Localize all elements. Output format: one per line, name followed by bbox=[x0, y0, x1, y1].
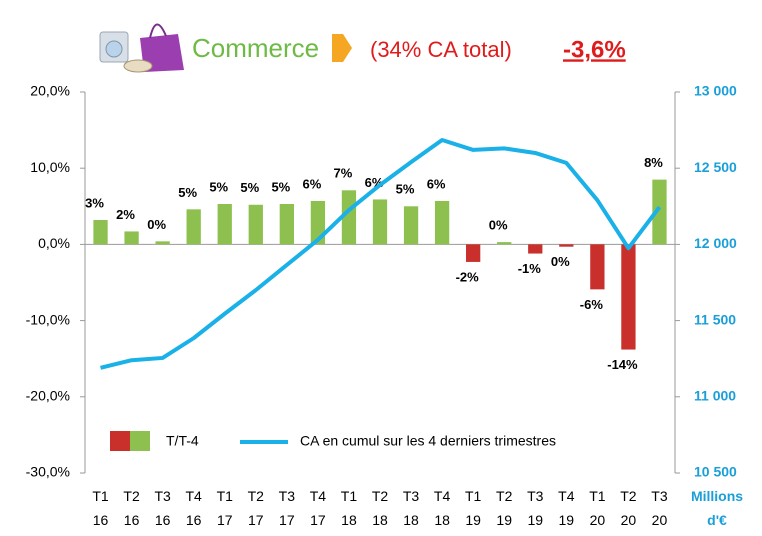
y-tick-label: -30,0% bbox=[26, 464, 70, 480]
bar bbox=[218, 204, 232, 244]
y2-tick-label: 12 000 bbox=[694, 235, 737, 251]
value-label: 8% bbox=[644, 155, 663, 170]
bar bbox=[93, 220, 107, 244]
chart-title: Commerce bbox=[192, 33, 319, 63]
bar bbox=[528, 244, 542, 253]
legend-swatch bbox=[130, 431, 150, 451]
legend-label: CA en cumul sur les 4 derniers trimestre… bbox=[300, 433, 556, 449]
y-tick-label: 10,0% bbox=[30, 159, 70, 175]
value-label: 0% bbox=[147, 217, 166, 232]
value-label: -14% bbox=[607, 357, 638, 372]
bar bbox=[280, 204, 294, 244]
y-tick-label: -20,0% bbox=[26, 388, 70, 404]
bar bbox=[435, 201, 449, 244]
value-label: 5% bbox=[271, 179, 290, 194]
y-tick-label: 0,0% bbox=[38, 235, 70, 251]
icon bbox=[100, 24, 184, 72]
bar bbox=[155, 241, 169, 244]
bar bbox=[404, 206, 418, 244]
value-label: 5% bbox=[178, 185, 197, 200]
y-tick-label: -10,0% bbox=[26, 311, 70, 327]
bar bbox=[187, 209, 201, 244]
bar bbox=[124, 231, 138, 244]
legend-swatch bbox=[110, 431, 130, 451]
y2-tick-label: 12 500 bbox=[694, 159, 737, 175]
y2-tick-label: 13 000 bbox=[694, 83, 737, 99]
bar bbox=[559, 244, 573, 246]
value-label: 6% bbox=[302, 176, 321, 191]
bar bbox=[497, 242, 511, 244]
bar bbox=[466, 244, 480, 262]
value-label: -1% bbox=[518, 261, 542, 276]
legend-label: T/T-4 bbox=[166, 433, 199, 449]
y2-tick-label: 11 000 bbox=[694, 388, 736, 404]
value-label: 0% bbox=[551, 254, 570, 269]
bar bbox=[590, 244, 604, 289]
value-label: 5% bbox=[240, 180, 259, 195]
bar bbox=[621, 244, 635, 349]
y-tick-label: 20,0% bbox=[30, 83, 70, 99]
value-label: 6% bbox=[427, 176, 446, 191]
y2-tick-label: 10 500 bbox=[694, 464, 737, 480]
value-label: 2% bbox=[116, 207, 135, 222]
value-label: 7% bbox=[334, 166, 353, 181]
y2-tick-label: 11 500 bbox=[694, 311, 736, 327]
arrow bbox=[332, 34, 352, 62]
value-label: 5% bbox=[396, 182, 415, 197]
subtitle: (34% CA total) bbox=[370, 37, 512, 62]
value-label: 0% bbox=[489, 218, 508, 233]
bar bbox=[249, 205, 263, 245]
chart: Commerce (34% CA total) -3,6% Millionsd'… bbox=[0, 0, 762, 536]
value-label: 5% bbox=[209, 179, 228, 194]
bar bbox=[373, 199, 387, 244]
value-label: -6% bbox=[580, 297, 604, 312]
value-label: 3% bbox=[85, 195, 104, 210]
value-label: -2% bbox=[456, 269, 480, 284]
headline-value: -3,6% bbox=[563, 36, 626, 63]
